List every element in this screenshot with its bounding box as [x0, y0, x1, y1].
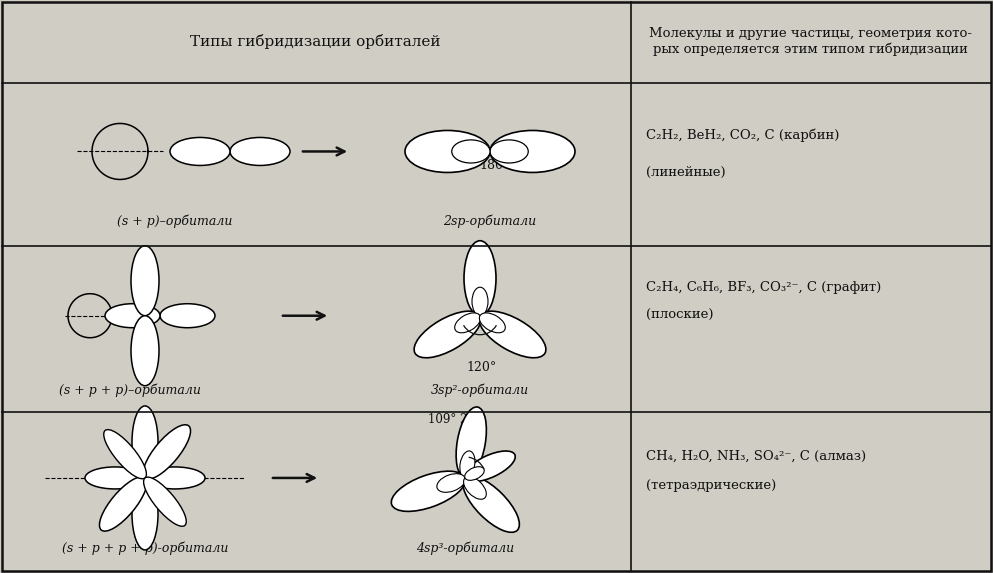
Ellipse shape: [463, 476, 519, 532]
Ellipse shape: [145, 467, 205, 489]
Ellipse shape: [464, 477, 487, 499]
Ellipse shape: [479, 311, 546, 358]
Text: (линейные): (линейные): [645, 166, 725, 179]
Text: 120°: 120°: [467, 361, 497, 374]
Text: Типы гибридизации орбиталей: Типы гибридизации орбиталей: [190, 34, 441, 49]
Text: 2sp-орбитали: 2sp-орбитали: [444, 215, 536, 228]
Ellipse shape: [460, 451, 475, 478]
Text: (s + p + p)–орбитали: (s + p + p)–орбитали: [59, 384, 201, 397]
Text: (s + p + p + p)-орбитали: (s + p + p + p)-орбитали: [62, 542, 228, 555]
Ellipse shape: [170, 138, 230, 166]
Ellipse shape: [103, 430, 146, 479]
Ellipse shape: [131, 246, 159, 316]
Ellipse shape: [480, 313, 505, 333]
Ellipse shape: [144, 477, 187, 526]
Ellipse shape: [132, 478, 158, 550]
Ellipse shape: [456, 407, 487, 478]
Ellipse shape: [414, 311, 481, 358]
Text: (s + p)–орбитали: (s + p)–орбитали: [117, 215, 232, 228]
Ellipse shape: [143, 425, 191, 479]
Ellipse shape: [99, 477, 147, 531]
Text: (плоские): (плоские): [645, 309, 713, 322]
Ellipse shape: [131, 316, 159, 386]
Ellipse shape: [464, 241, 496, 316]
Ellipse shape: [405, 131, 490, 172]
Text: 109° 28': 109° 28': [428, 413, 478, 426]
Ellipse shape: [437, 474, 466, 492]
Ellipse shape: [490, 131, 575, 172]
Text: 3sp²-орбитали: 3sp²-орбитали: [431, 384, 529, 397]
Ellipse shape: [105, 304, 160, 328]
Ellipse shape: [85, 467, 145, 489]
Ellipse shape: [132, 406, 158, 478]
Text: Молекулы и другие частицы, геометрия кото-
рых определяется этим типом гибридиза: Молекулы и другие частицы, геометрия кот…: [649, 27, 972, 56]
Text: C₂H₄, C₆H₆, BF₃, CO₃²⁻, C (графит): C₂H₄, C₆H₆, BF₃, CO₃²⁻, C (графит): [645, 281, 881, 294]
Ellipse shape: [465, 451, 515, 482]
Ellipse shape: [455, 313, 481, 333]
Text: 4sp³-орбитали: 4sp³-орбитали: [416, 542, 514, 555]
Ellipse shape: [465, 467, 485, 480]
Ellipse shape: [490, 140, 528, 163]
Text: 180°: 180°: [480, 159, 510, 172]
Ellipse shape: [391, 471, 466, 511]
Ellipse shape: [452, 140, 490, 163]
Ellipse shape: [230, 138, 290, 166]
Text: C₂H₂, BeH₂, CO₂, C (карбин): C₂H₂, BeH₂, CO₂, C (карбин): [645, 128, 839, 142]
Text: (тетраэдрические): (тетраэдрические): [645, 479, 776, 492]
Text: CH₄, H₂O, NH₃, SO₄²⁻, C (алмаз): CH₄, H₂O, NH₃, SO₄²⁻, C (алмаз): [645, 449, 866, 462]
Ellipse shape: [160, 304, 215, 328]
Ellipse shape: [472, 287, 488, 316]
